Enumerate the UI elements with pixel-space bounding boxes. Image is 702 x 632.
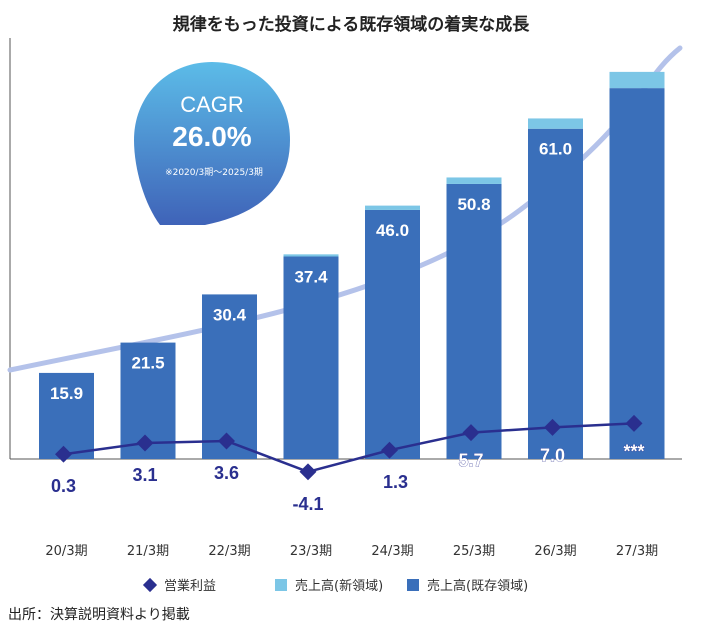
bar-new-24/3期 <box>365 205 420 210</box>
bar-value-label: 50.8 <box>457 195 490 214</box>
x-tick-label: 25/3期 <box>453 544 495 559</box>
profit-value-label: 5.7 <box>458 451 483 471</box>
legend-label: 売上高(新領域) <box>295 578 383 594</box>
profit-value-label: 0.3 <box>51 476 76 496</box>
profit-marker <box>462 424 480 442</box>
x-tick-label: 21/3期 <box>127 544 169 559</box>
bar-new-26/3期 <box>528 118 583 129</box>
x-tick-label: 23/3期 <box>290 544 332 559</box>
cagr-note: ※2020/3期～2025/3期 <box>165 167 263 178</box>
bar-value-label: 46.0 <box>376 221 409 240</box>
legend-label: 営業利益 <box>164 578 216 594</box>
legend-marker-bar <box>275 579 287 591</box>
bar-existing-25/3期 <box>446 183 502 459</box>
bar-new-25/3期 <box>446 177 502 184</box>
legend-marker-profit <box>142 577 158 593</box>
cagr-badge <box>134 62 290 225</box>
profit-value-label: 3.1 <box>132 465 157 485</box>
profit-value-label: 7.0 <box>540 445 565 465</box>
source-note: 出所：決算説明資料より掲載 <box>8 607 190 623</box>
bar-value-label: 61.0 <box>539 140 572 159</box>
cagr-label: CAGR <box>180 92 244 117</box>
chart-title: 規律をもった投資による既存領域の着実な成長 <box>172 15 530 35</box>
profit-marker <box>625 414 643 432</box>
bar-existing-20/3期 <box>39 372 94 459</box>
bar-value-label: 21.5 <box>131 354 164 373</box>
bar-existing-22/3期 <box>202 294 257 459</box>
bar-value-label: 37.4 <box>294 268 328 287</box>
profit-marker <box>299 463 317 481</box>
profit-marker <box>136 434 154 452</box>
bar-existing-23/3期 <box>283 256 339 459</box>
profit-value-label: 1.3 <box>383 472 408 492</box>
bar-new-27/3期 <box>609 71 665 89</box>
x-tick-label: 26/3期 <box>534 544 576 559</box>
bar-existing-27/3期 <box>609 88 665 459</box>
profit-marker <box>381 441 398 459</box>
x-tick-label: 24/3期 <box>371 544 413 559</box>
bar-value-label: 30.4 <box>213 305 247 324</box>
profit-marker <box>218 432 235 450</box>
profit-value-label: 3.6 <box>214 463 239 483</box>
x-tick-label: 22/3期 <box>208 544 250 559</box>
bar-existing-24/3期 <box>365 209 420 459</box>
x-tick-label: 20/3期 <box>45 544 87 559</box>
bar-existing-26/3期 <box>528 128 583 459</box>
bar-value-label: 15.9 <box>50 384 83 403</box>
profit-value-label: -4.1 <box>292 494 323 514</box>
profit-line <box>63 422 635 474</box>
profit-marker <box>544 418 561 436</box>
legend-marker-bar <box>407 579 419 591</box>
bar-new-23/3期 <box>283 254 339 257</box>
x-tick-label: 27/3期 <box>616 544 658 559</box>
legend-label: 売上高(既存領域) <box>427 578 528 594</box>
cagr-value: 26.0% <box>172 121 251 152</box>
profit-value-label: *** <box>623 441 644 461</box>
